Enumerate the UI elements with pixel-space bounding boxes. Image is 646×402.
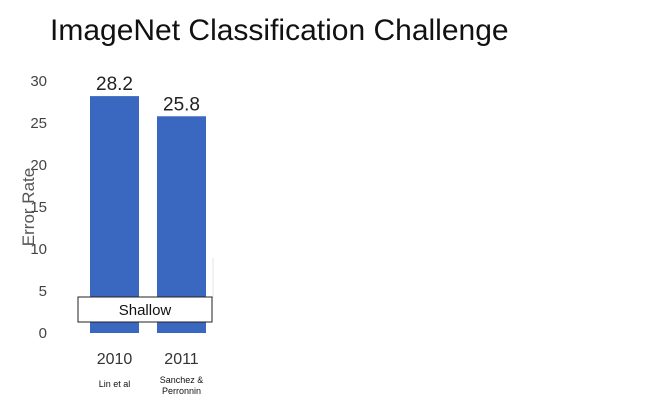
- x-tick-label: 2011: [164, 351, 199, 368]
- data-label: 25.8: [163, 94, 200, 115]
- y-axis-title: Error Rate: [19, 168, 38, 246]
- y-tick-label: 20: [30, 157, 47, 174]
- shallow-overlay-label: Shallow: [119, 302, 172, 319]
- x-tick-label: 2010: [97, 351, 133, 368]
- shallow-overlay-box: [77, 296, 213, 323]
- y-tick-label: 25: [30, 115, 47, 132]
- method-label: Lin et al: [99, 379, 131, 389]
- method-label-line: Sanchez &: [160, 375, 204, 385]
- y-tick-label: 15: [30, 199, 47, 216]
- bar: [90, 96, 139, 334]
- y-tick-label: 30: [30, 73, 47, 90]
- y-tick-label: 5: [39, 283, 47, 300]
- data-label: 28.2: [96, 74, 133, 95]
- slide-title: ImageNet Classification Challenge: [50, 14, 509, 47]
- y-tick-label: 0: [39, 325, 47, 342]
- method-label: Sanchez & Perronnin: [160, 375, 204, 396]
- method-label-line: Perronnin: [162, 386, 201, 396]
- y-tick-label: 10: [30, 241, 47, 258]
